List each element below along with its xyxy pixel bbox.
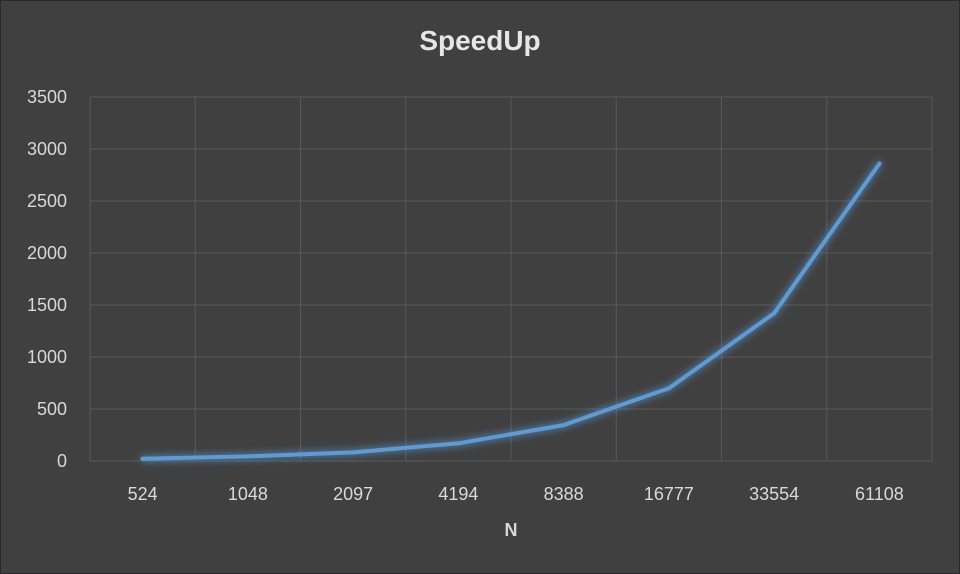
y-tick-label: 1000: [27, 347, 67, 367]
x-tick-label: 33554: [749, 484, 799, 504]
chart-title: SpeedUp: [419, 25, 541, 56]
y-tick-label: 2000: [27, 243, 67, 263]
x-axis-labels: 524 1048 2097 4194 8388 16777 33554 61108: [128, 484, 904, 504]
grid-layer: [89, 96, 933, 462]
y-tick-label: 2500: [27, 191, 67, 211]
x-tick-label: 524: [128, 484, 158, 504]
x-tick-label: 61108: [855, 484, 904, 504]
x-tick-label: 16777: [644, 484, 694, 504]
x-tick-label: 2097: [333, 484, 373, 504]
x-tick-label: 4194: [438, 484, 478, 504]
y-tick-label: 3500: [27, 87, 67, 107]
data-point: [140, 456, 145, 461]
data-point: [666, 386, 671, 391]
data-point: [561, 423, 566, 428]
data-point: [245, 454, 250, 459]
x-tick-label: 8388: [544, 484, 584, 504]
series-line: [140, 161, 882, 461]
y-tick-label: 500: [37, 399, 67, 419]
y-tick-label: 1500: [27, 295, 67, 315]
data-point: [772, 311, 777, 316]
data-point: [877, 161, 882, 166]
y-tick-label: 3000: [27, 139, 67, 159]
y-axis-labels: 0 500 1000 1500 2000 2500 3000 3500: [27, 87, 67, 471]
y-tick-label: 0: [57, 451, 67, 471]
x-axis-title: N: [505, 520, 518, 540]
series-layer: [140, 161, 882, 461]
data-point: [456, 441, 461, 446]
data-point: [351, 450, 356, 455]
x-tick-label: 1048: [228, 484, 268, 504]
